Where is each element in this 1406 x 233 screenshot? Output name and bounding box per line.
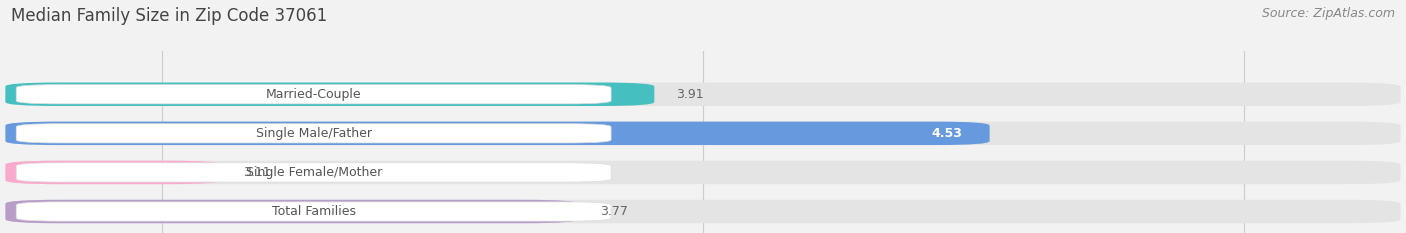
FancyBboxPatch shape — [17, 202, 612, 221]
FancyBboxPatch shape — [6, 161, 1400, 184]
Text: Married-Couple: Married-Couple — [266, 88, 361, 101]
Text: 3.11: 3.11 — [243, 166, 271, 179]
Text: 3.91: 3.91 — [676, 88, 703, 101]
FancyBboxPatch shape — [6, 161, 222, 184]
Text: 3.77: 3.77 — [600, 205, 628, 218]
FancyBboxPatch shape — [6, 122, 990, 145]
FancyBboxPatch shape — [6, 200, 579, 223]
FancyBboxPatch shape — [6, 82, 654, 106]
Text: 4.53: 4.53 — [932, 127, 963, 140]
FancyBboxPatch shape — [17, 163, 612, 182]
FancyBboxPatch shape — [17, 124, 612, 143]
Text: Total Families: Total Families — [271, 205, 356, 218]
FancyBboxPatch shape — [6, 200, 1400, 223]
FancyBboxPatch shape — [6, 82, 1400, 106]
FancyBboxPatch shape — [6, 122, 1400, 145]
Text: Single Female/Mother: Single Female/Mother — [246, 166, 382, 179]
Text: Median Family Size in Zip Code 37061: Median Family Size in Zip Code 37061 — [11, 7, 328, 25]
Text: Source: ZipAtlas.com: Source: ZipAtlas.com — [1261, 7, 1395, 20]
Text: Single Male/Father: Single Male/Father — [256, 127, 371, 140]
FancyBboxPatch shape — [17, 85, 612, 104]
